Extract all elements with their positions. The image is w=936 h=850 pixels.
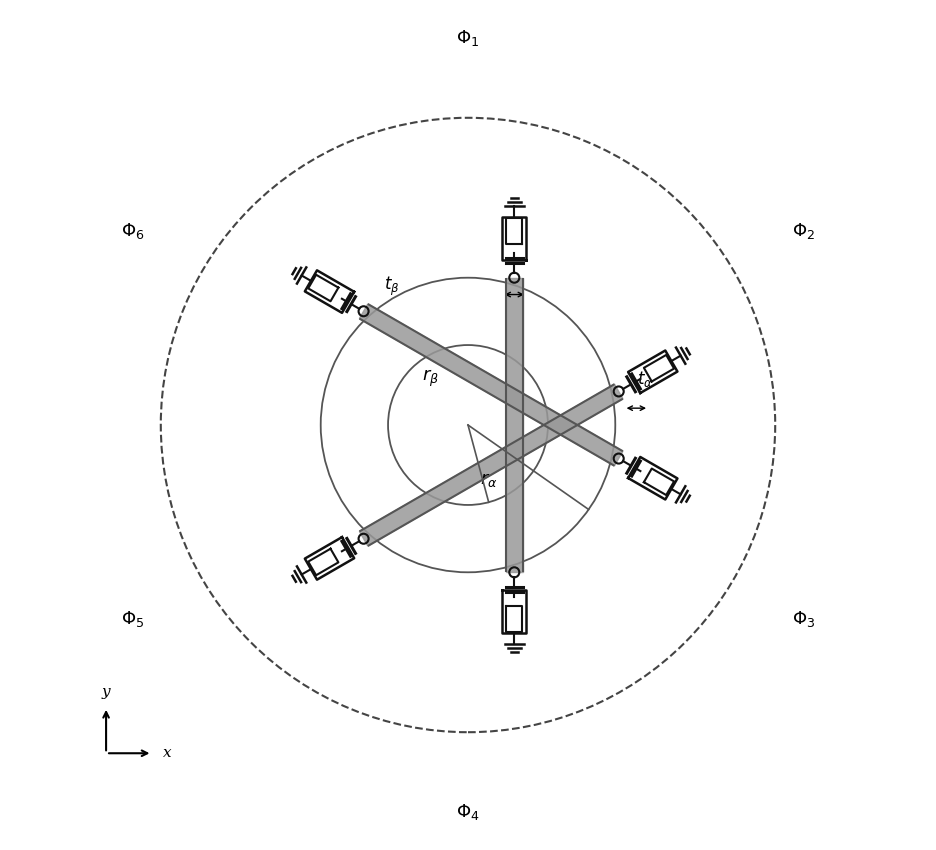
Polygon shape [359,304,623,466]
Text: $\Phi_3$: $\Phi_3$ [792,609,815,629]
Text: $\Phi_2$: $\Phi_2$ [792,221,815,241]
Polygon shape [505,278,522,572]
Text: $\Phi_5$: $\Phi_5$ [121,609,144,629]
Text: x: x [163,746,172,760]
Text: $\Phi_6$: $\Phi_6$ [121,221,144,241]
Text: $t_\alpha$: $t_\alpha$ [636,369,652,388]
Text: $\Phi_4$: $\Phi_4$ [456,802,480,822]
Text: $\Phi_1$: $\Phi_1$ [457,28,479,48]
Text: y: y [102,685,110,699]
Text: $r_\beta$: $r_\beta$ [421,368,439,389]
Text: $r_\alpha$: $r_\alpha$ [480,471,498,489]
Polygon shape [359,384,623,546]
Text: $t_\beta$: $t_\beta$ [385,275,400,298]
